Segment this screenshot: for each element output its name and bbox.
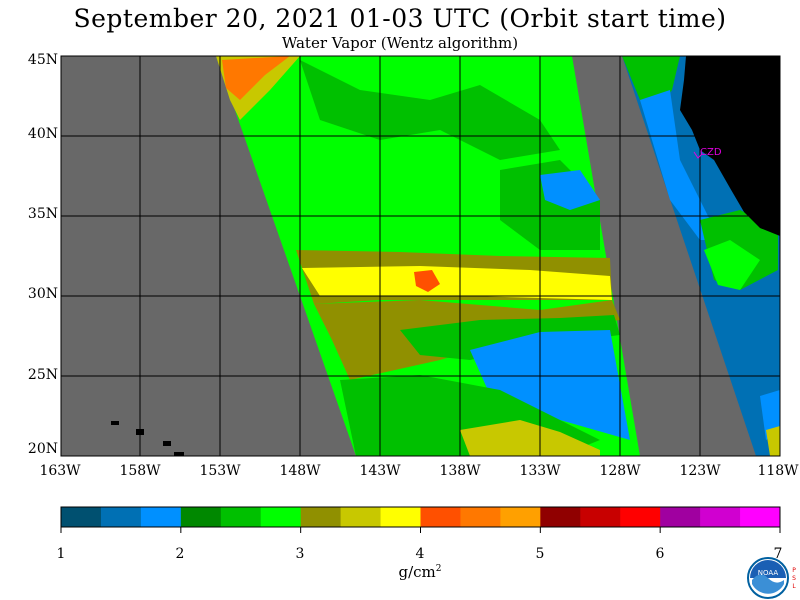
colorbar-swatch — [580, 507, 621, 527]
station-marker — [693, 151, 703, 159]
colorbar-tick-4: 4 — [415, 546, 425, 562]
colorbar-swatch — [100, 507, 142, 527]
swath-east-yellow-corner — [766, 426, 780, 456]
swath-west-orange-blob — [414, 270, 440, 292]
map-frame — [60, 55, 781, 457]
lat-label-45n: 45N — [27, 52, 58, 68]
colorbar-tick-5: 5 — [535, 546, 545, 562]
island — [111, 421, 119, 425]
lon-label-148w: 148W — [279, 463, 321, 479]
colorbar — [60, 506, 781, 533]
colorbar-swatch — [460, 507, 501, 527]
colorbar-tick-3: 3 — [295, 546, 305, 562]
colorbar-units: g/cm2 — [398, 563, 442, 581]
colorbar-swatch — [220, 507, 262, 527]
svg-text:NOAA: NOAA — [758, 569, 779, 577]
colorbar-swatch — [540, 507, 581, 527]
swath-east-green — [622, 56, 680, 120]
lat-label-35n: 35N — [27, 206, 58, 222]
lon-label-163w: 163W — [39, 463, 81, 479]
swath-west-green-south — [400, 315, 620, 360]
lon-label-133w: 133W — [519, 463, 561, 479]
map-title: September 20, 2021 01-03 UTC (Orbit star… — [73, 4, 727, 33]
svg-text:P: P — [792, 567, 796, 574]
lat-label-40n: 40N — [27, 126, 58, 142]
lon-label-128w: 128W — [599, 463, 641, 479]
swath-west-green-dark — [300, 60, 560, 160]
colorbar-swatch — [620, 507, 661, 527]
svg-text:S: S — [792, 575, 796, 582]
colorbar-tick-6: 6 — [655, 546, 665, 562]
colorbar-swatch — [140, 507, 182, 527]
lon-label-153w: 153W — [199, 463, 241, 479]
island — [163, 441, 171, 446]
colorbar-swatch — [420, 507, 461, 527]
colorbar-tick-2: 2 — [175, 546, 185, 562]
colorbar-swatch — [740, 507, 781, 527]
lat-label-30n: 30N — [27, 286, 58, 302]
colorbar-swatch — [180, 507, 222, 527]
lon-label-118w: 118W — [757, 463, 799, 479]
noaa-logo: NOAA P S L — [747, 557, 796, 599]
swath-west-blue-south — [470, 330, 630, 440]
svg-text:L: L — [792, 583, 796, 590]
lon-label-143w: 143W — [359, 463, 401, 479]
grid-lines — [61, 56, 780, 456]
colorbar-swatch — [340, 507, 382, 527]
colorbar-swatch — [660, 507, 701, 527]
swath-east-bright-south — [704, 240, 760, 290]
lon-label-123w: 123W — [679, 463, 721, 479]
colorbar-tick-1: 1 — [56, 546, 66, 562]
colorbar-swatch — [260, 507, 302, 527]
swath-west-yellow-bottom — [460, 420, 600, 456]
swath-west-blue-mid — [540, 170, 600, 210]
colorbar-swatch — [61, 507, 102, 527]
colorbar-swatch — [700, 507, 741, 527]
lat-label-20n: 20N — [27, 441, 58, 457]
lon-label-138w: 138W — [439, 463, 481, 479]
swath-west-orange-north — [222, 56, 290, 100]
island — [174, 452, 184, 456]
lat-label-25n: 25N — [27, 367, 58, 383]
land-north-america — [680, 56, 780, 236]
station-label-czd: CZD — [700, 147, 722, 158]
colorbar-tick-7: 7 — [773, 546, 783, 562]
map-subtitle: Water Vapor (Wentz algorithm) — [281, 34, 519, 52]
colorbar-swatch — [500, 507, 541, 527]
colorbar-swatch — [300, 507, 342, 527]
lon-label-158w: 158W — [119, 463, 161, 479]
colorbar-swatch — [380, 507, 421, 527]
